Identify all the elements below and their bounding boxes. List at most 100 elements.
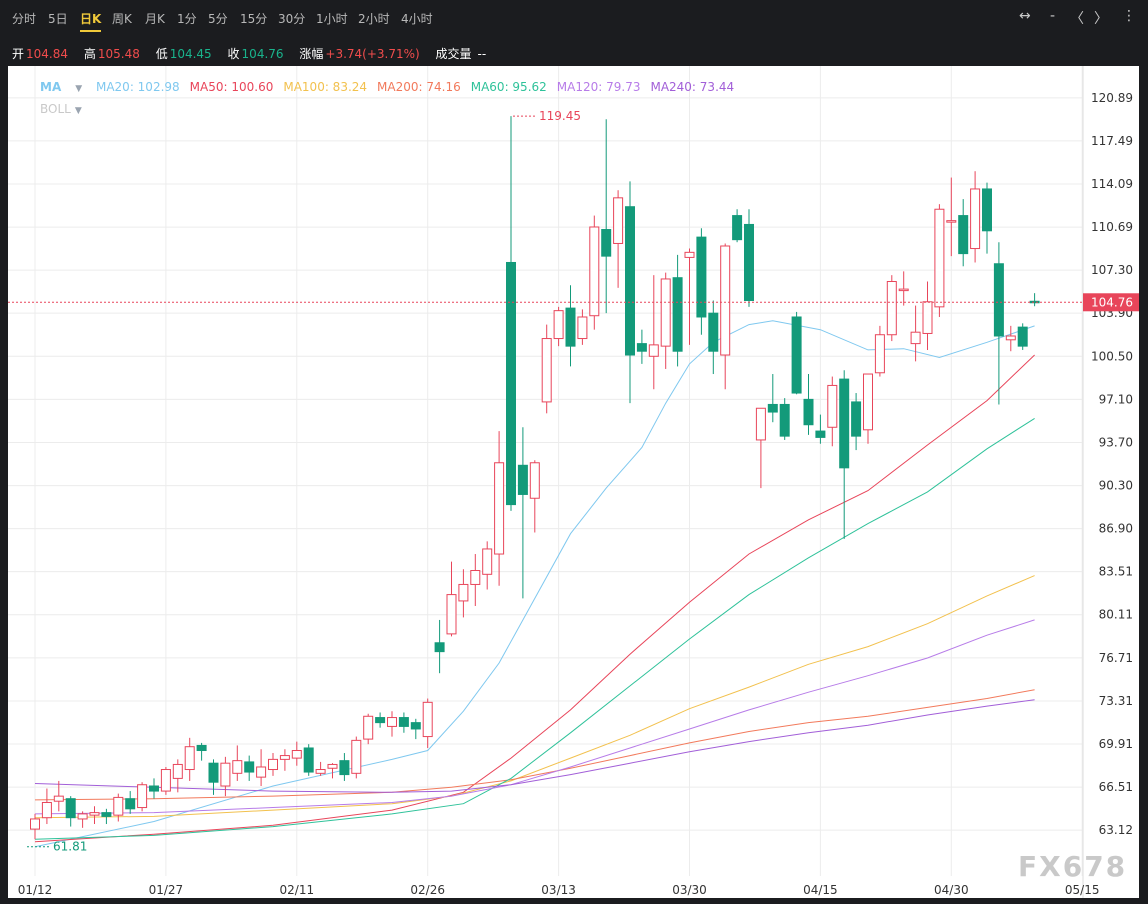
high-value: 105.48 [97, 47, 140, 61]
candle [196, 742, 207, 761]
candle-body [613, 197, 624, 244]
x-tick-label: 04/15 [803, 883, 838, 897]
ma-line-ma240 [34, 699, 1035, 793]
candle [946, 177, 957, 257]
candle [89, 806, 100, 825]
x-tick-label: 01/27 [149, 883, 184, 897]
candle [482, 541, 493, 590]
ma-line-ma120 [34, 619, 1035, 815]
y-tick-label: 117.49 [1091, 134, 1133, 148]
candle-body [506, 261, 516, 506]
tab-4hour[interactable]: 4小时 [401, 12, 433, 26]
candle-body [874, 334, 885, 374]
candle-body [30, 818, 40, 830]
ma-legend-item: MA60: 95.62 [470, 80, 547, 94]
candle [815, 414, 826, 444]
volume-value: -- [477, 47, 487, 61]
candle-body [494, 462, 505, 555]
candle-body [184, 746, 195, 771]
y-tick-label: 80.11 [1099, 608, 1133, 622]
candle [827, 376, 838, 447]
x-tick-label: 01/12 [18, 883, 53, 897]
ma-dropdown-icon[interactable]: ▼ [75, 84, 83, 94]
zoom-out-icon[interactable]: - [1050, 8, 1056, 24]
tab-30min[interactable]: 30分 [278, 12, 306, 26]
tab-15min[interactable]: 15分 [240, 12, 268, 26]
current-price-label: 104.76 [1091, 295, 1133, 309]
candle [244, 755, 255, 781]
y-tick-label: 110.69 [1091, 220, 1133, 234]
tab-fenshi[interactable]: 分时 [12, 12, 37, 26]
candle [970, 171, 981, 263]
candle [589, 215, 600, 330]
candle [184, 737, 195, 781]
ma-legend-item: MA50: 100.60 [189, 80, 274, 94]
candlestick-chart[interactable]: 120.89 117.49 114.09 110.69 107.30 103.90 100.… [8, 66, 1139, 898]
tab-weekly-k[interactable]: 周K [112, 12, 132, 26]
candle-body [946, 220, 957, 223]
candle [898, 271, 909, 306]
candle-body [970, 188, 981, 250]
tab-daily-k[interactable]: 日K [80, 12, 102, 32]
candle [315, 761, 326, 776]
candle-body [910, 331, 921, 345]
candle-body [958, 215, 969, 255]
candle-body [208, 762, 219, 783]
x-tick-label: 03/13 [541, 883, 576, 897]
candles-group [30, 116, 1040, 840]
candle [351, 736, 362, 779]
candle-body [696, 236, 707, 318]
candle [767, 374, 778, 423]
candle [517, 427, 528, 599]
tab-5day[interactable]: 5日 [48, 12, 68, 26]
chart-svg: 120.89117.49114.09110.69107.30103.90100.… [8, 66, 1139, 898]
tab-1min[interactable]: 1分 [177, 12, 197, 26]
tab-monthly-k[interactable]: 月K [145, 12, 165, 26]
y-tick-label: 83.51 [1099, 565, 1133, 579]
open-value: 104.84 [26, 47, 69, 61]
prev-icon[interactable]: 〈 [1070, 11, 1084, 27]
candle [101, 808, 112, 825]
candle [922, 281, 933, 350]
candle-body [458, 583, 469, 602]
boll-dropdown-icon[interactable]: ▼ [74, 106, 82, 116]
candle [839, 370, 850, 539]
candle-body [720, 245, 731, 356]
candle [256, 749, 267, 786]
candle-body [53, 795, 64, 802]
expand-icon[interactable]: ↔ [1019, 8, 1031, 24]
candle [863, 373, 873, 444]
candle-body [256, 766, 267, 778]
candle [172, 759, 183, 793]
candle [851, 393, 862, 451]
candle-body [375, 717, 386, 724]
candle [113, 793, 124, 822]
candle-body [65, 798, 76, 819]
next-icon[interactable]: 〉 [1094, 11, 1108, 27]
current-price-badge [1083, 293, 1139, 312]
candle [958, 199, 969, 267]
more-icon[interactable]: ⋮ [1122, 8, 1136, 24]
candle [398, 712, 409, 733]
ma-legend-item: MA240: 73.44 [650, 80, 735, 94]
candle-body [125, 798, 136, 810]
ma-line-ma50 [34, 354, 1035, 843]
tab-2hour[interactable]: 2小时 [358, 12, 390, 26]
candle-body [160, 769, 171, 792]
candle [434, 619, 445, 674]
candle-body [291, 750, 302, 759]
candle [601, 119, 612, 314]
candle-body [565, 307, 576, 347]
candle-body [244, 761, 255, 773]
candle-body [744, 223, 754, 302]
y-tick-label: 66.51 [1099, 780, 1133, 794]
candle-body [470, 570, 481, 585]
candle [744, 209, 754, 307]
candle [660, 272, 671, 369]
ma-legend-item: MA20: 102.98 [95, 80, 180, 94]
tab-1hour[interactable]: 1小时 [316, 12, 348, 26]
candle [636, 329, 647, 364]
tab-5min[interactable]: 5分 [208, 12, 228, 26]
candle-body [1017, 326, 1028, 347]
candle [553, 306, 564, 347]
